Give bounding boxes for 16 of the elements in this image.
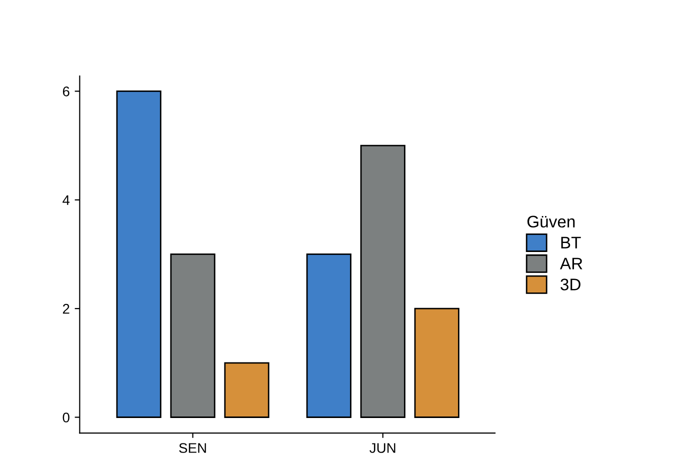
bar [414,308,460,418]
legend-label: AR [560,258,582,270]
legend-title: Güven [527,216,575,228]
bar [306,254,352,418]
legend-label: BT [561,236,581,248]
x-tick-label: SEN [179,443,206,453]
bar [116,90,162,418]
bar [224,362,270,418]
y-tick-label: 0 [62,412,70,422]
y-tick-label: 6 [62,86,70,96]
x-tick-label: JUN [370,443,396,453]
y-tick-label: 4 [62,195,70,205]
bar [360,144,406,418]
legend-label: 3D [560,278,580,290]
y-tick-label: 2 [62,304,70,314]
bar [170,254,216,418]
